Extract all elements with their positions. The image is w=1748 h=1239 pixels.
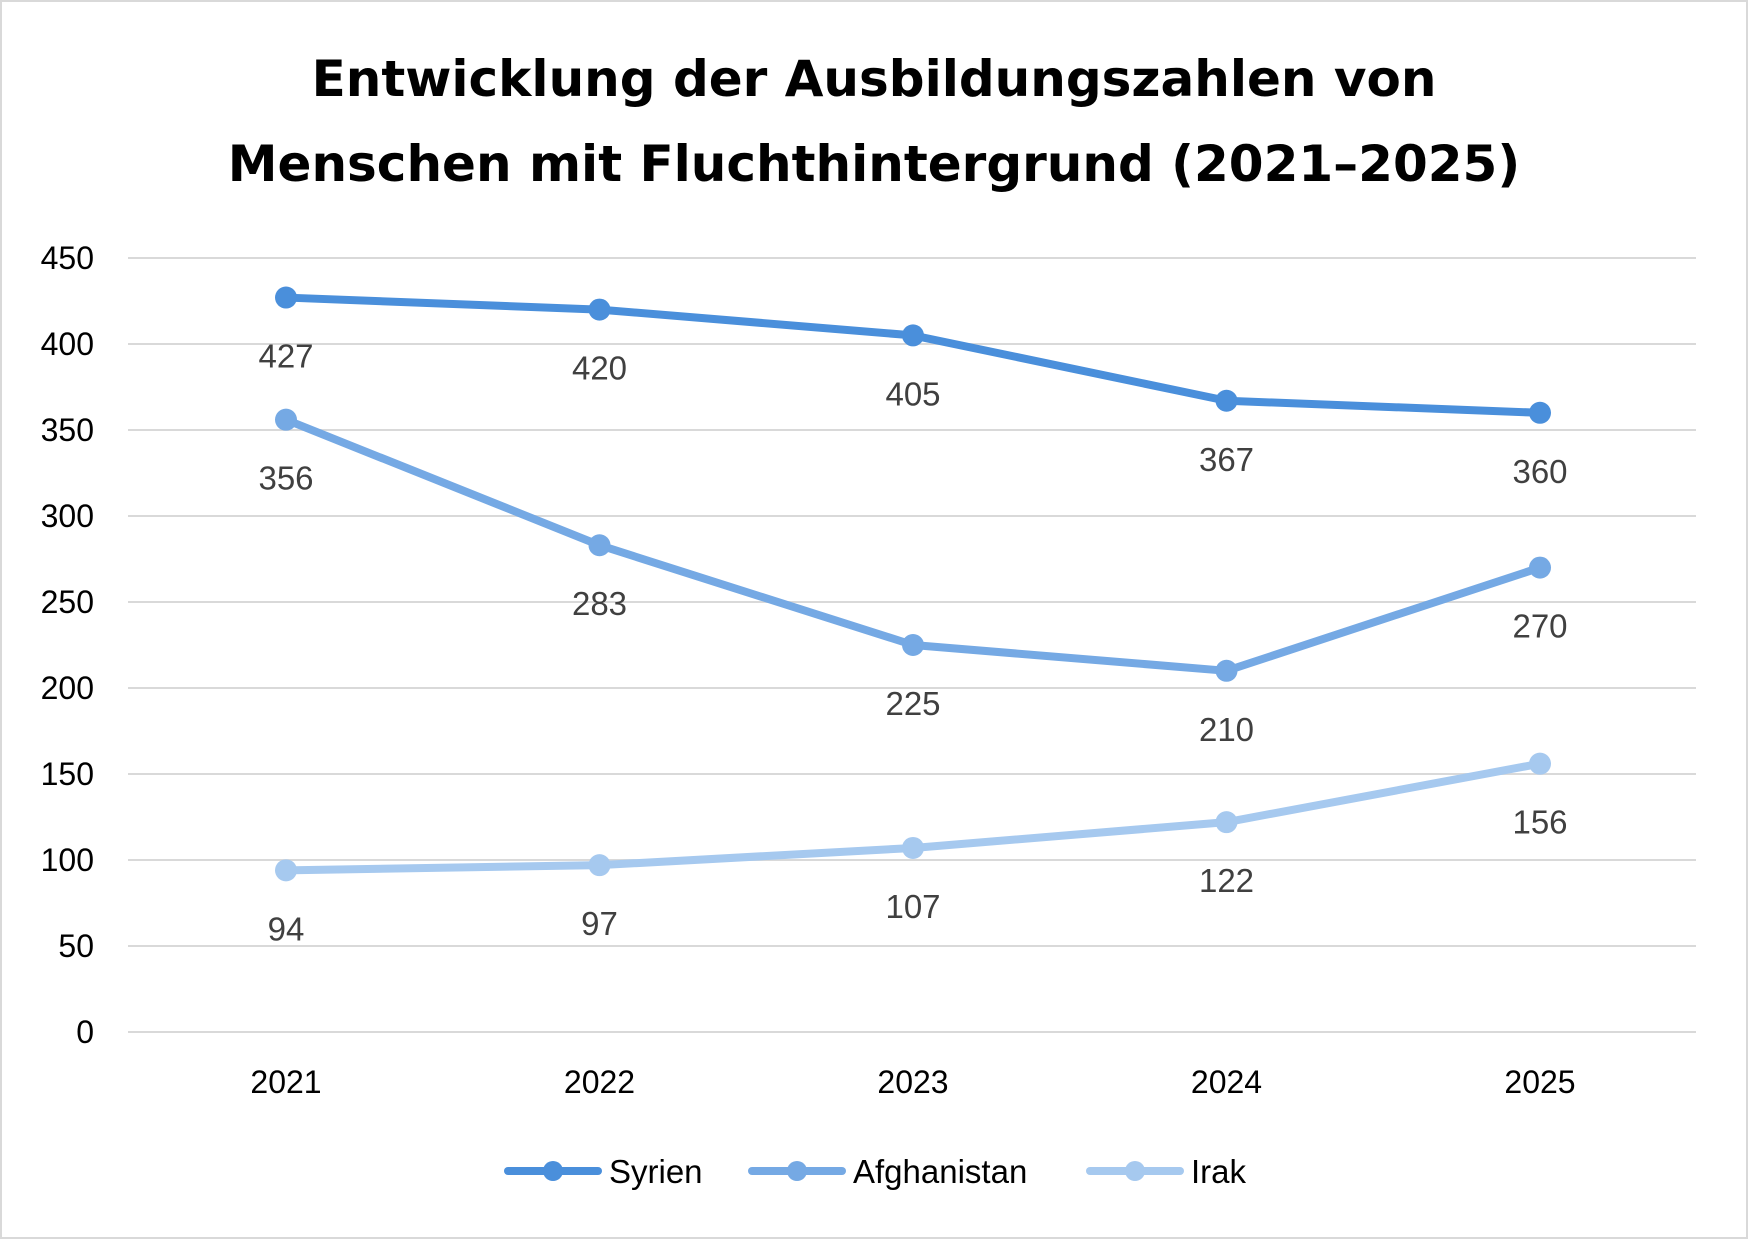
y-tick-label-150: 150 — [41, 756, 94, 792]
data-label-syrien-2023: 405 — [885, 375, 940, 412]
data-point-syrien-2024 — [1215, 389, 1238, 412]
x-tick-label-2023: 2023 — [877, 1064, 948, 1100]
data-label-afghanistan-2022: 283 — [572, 585, 627, 622]
x-tick-label-2021: 2021 — [250, 1064, 321, 1100]
data-point-afghanistan-2023 — [902, 634, 924, 656]
data-label-syrien-2025: 360 — [1512, 453, 1567, 490]
data-label-irak-2024: 122 — [1199, 862, 1254, 899]
y-tick-label-50: 50 — [58, 928, 94, 964]
x-axis-tick-labels: 2021 2022 2023 2024 2025 — [250, 1064, 1575, 1100]
legend: Syrien Afghanistan Irak — [504, 1153, 1247, 1190]
data-label-afghanistan-2024: 210 — [1199, 711, 1254, 748]
x-tick-label-2025: 2025 — [1504, 1064, 1575, 1100]
data-point-afghanistan-2021 — [275, 408, 297, 431]
y-tick-label-100: 100 — [41, 842, 94, 878]
data-label-irak-2021: 94 — [268, 910, 305, 947]
data-point-afghanistan-2024 — [1215, 659, 1238, 682]
series-irak — [275, 752, 1551, 882]
y-tick-label-250: 250 — [41, 584, 94, 620]
y-tick-label-400: 400 — [41, 326, 94, 362]
y-tick-label-0: 0 — [76, 1014, 94, 1050]
data-label-afghanistan-2023: 225 — [885, 685, 940, 722]
data-label-afghanistan-2025: 270 — [1512, 608, 1567, 645]
legend-label-irak: Irak — [1191, 1153, 1247, 1190]
data-point-irak-2023 — [902, 836, 924, 859]
data-label-irak-2025: 156 — [1512, 804, 1567, 841]
legend-swatch-marker-irak — [1125, 1161, 1145, 1181]
series-afghanistan — [275, 408, 1551, 682]
data-label-syrien-2022: 420 — [572, 350, 627, 387]
legend-label-syrien: Syrien — [609, 1153, 703, 1190]
chart-title-line-1: Entwicklung der Ausbildungszahlen von — [312, 50, 1437, 108]
data-labels: 427 420 405 367 360 356 283 225 210 270 94 97 107 122… — [258, 338, 1567, 948]
chart-title-line-2: Menschen mit Fluchthintergrund (2021–202… — [228, 135, 1520, 193]
data-point-syrien-2022 — [588, 298, 611, 321]
data-point-irak-2024 — [1215, 811, 1238, 834]
series-lines — [275, 286, 1551, 882]
y-axis-tick-labels: 0 50 100 150 200 250 300 350 400 450 — [41, 240, 94, 1050]
data-point-syrien-2023 — [902, 324, 924, 347]
legend-swatch-marker-afghanistan — [787, 1161, 807, 1181]
y-tick-label-300: 300 — [41, 498, 94, 534]
data-label-syrien-2024: 367 — [1199, 441, 1254, 478]
legend-label-afghanistan: Afghanistan — [853, 1153, 1027, 1190]
data-point-irak-2025 — [1529, 752, 1551, 775]
y-tick-label-450: 450 — [41, 240, 94, 276]
series-syrien — [275, 286, 1551, 424]
legend-swatch-marker-syrien — [543, 1161, 563, 1181]
data-point-irak-2022 — [588, 854, 611, 877]
legend-item-irak: Irak — [1086, 1153, 1247, 1190]
data-point-afghanistan-2022 — [588, 534, 611, 557]
data-label-irak-2023: 107 — [885, 888, 940, 925]
data-point-afghanistan-2025 — [1529, 556, 1551, 579]
y-tick-label-200: 200 — [41, 670, 94, 706]
data-label-syrien-2021: 427 — [258, 338, 313, 375]
data-label-irak-2022: 97 — [581, 905, 618, 942]
legend-item-syrien: Syrien — [504, 1153, 703, 1190]
data-point-syrien-2025 — [1529, 401, 1551, 424]
legend-item-afghanistan: Afghanistan — [748, 1153, 1027, 1190]
x-tick-label-2024: 2024 — [1191, 1064, 1262, 1100]
y-tick-label-350: 350 — [41, 412, 94, 448]
data-point-irak-2021 — [275, 859, 297, 882]
x-tick-label-2022: 2022 — [564, 1064, 635, 1100]
data-label-afghanistan-2021: 356 — [258, 460, 313, 497]
data-point-syrien-2021 — [275, 286, 297, 309]
